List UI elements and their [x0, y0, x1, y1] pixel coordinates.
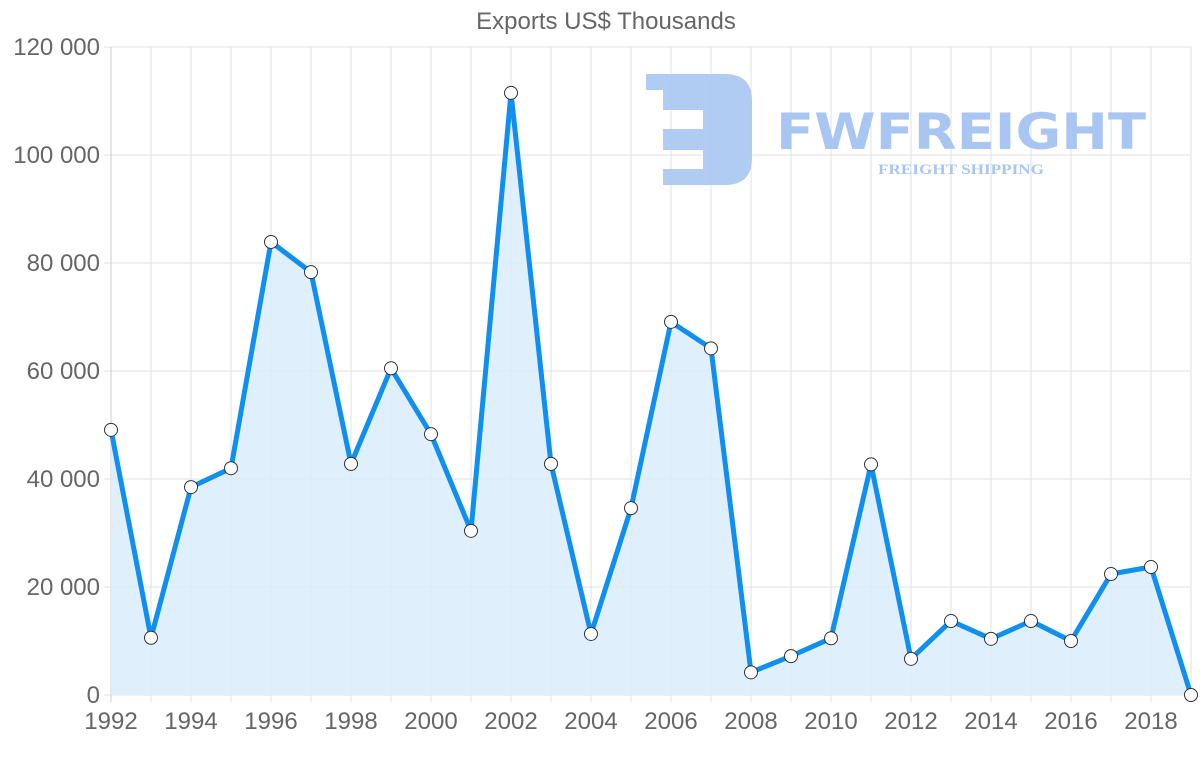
data-point[interactable]: [824, 631, 838, 646]
data-point[interactable]: [104, 422, 118, 437]
x-tick-label: 2014: [964, 708, 1017, 735]
area-fill: [111, 92, 1191, 695]
data-point[interactable]: [864, 457, 878, 472]
data-point[interactable]: [904, 651, 918, 666]
x-tick-label: 1992: [84, 708, 137, 735]
data-point[interactable]: [944, 614, 958, 629]
y-tick-label: 0: [87, 682, 100, 709]
data-point[interactable]: [144, 630, 158, 645]
watermark-brand: FWFREIGHT: [776, 103, 1146, 161]
data-point[interactable]: [744, 665, 758, 680]
data-point[interactable]: [1104, 567, 1118, 582]
x-axis: 1992 1994 1996 1998 2000 2002 2004 2006 2008 2010…: [84, 708, 1177, 735]
x-tick-label: 2000: [404, 708, 457, 735]
data-point[interactable]: [984, 631, 998, 646]
x-tick-label: 2012: [884, 708, 937, 735]
data-point[interactable]: [704, 341, 718, 356]
watermark-logo: FWFREIGHT FREIGHT SHIPPING: [646, 74, 1146, 185]
data-point[interactable]: [624, 501, 638, 516]
x-tick-label: 2016: [1044, 708, 1097, 735]
data-point[interactable]: [1024, 614, 1038, 629]
data-point[interactable]: [464, 523, 478, 538]
data-point[interactable]: [344, 456, 358, 471]
x-tick-label: 2008: [724, 708, 777, 735]
x-tick-label: 2018: [1124, 708, 1177, 735]
data-point[interactable]: [264, 234, 278, 249]
y-tick-label: 20 000: [27, 574, 100, 601]
data-point[interactable]: [384, 361, 398, 376]
y-axis: 0 20 000 40 000 60 000 80 000 100 000 120 000: [13, 34, 100, 709]
y-tick-label: 100 000: [13, 142, 100, 169]
y-tick-label: 80 000: [27, 250, 100, 277]
data-points: [104, 85, 1198, 702]
data-point[interactable]: [1184, 688, 1198, 702]
data-point[interactable]: [184, 480, 198, 495]
x-tick-label: 1994: [164, 708, 217, 735]
logo-mark-icon: [646, 74, 752, 185]
y-tick-label: 40 000: [27, 466, 100, 493]
x-tick-label: 2010: [804, 708, 857, 735]
data-point[interactable]: [224, 461, 238, 476]
x-tick-label: 1998: [324, 708, 377, 735]
data-point[interactable]: [1144, 560, 1158, 575]
y-tick-label: 120 000: [13, 34, 100, 61]
watermark-tagline: FREIGHT SHIPPING: [878, 162, 1044, 178]
data-point[interactable]: [304, 265, 318, 280]
data-point[interactable]: [664, 314, 678, 329]
x-tick-label: 2004: [564, 708, 617, 735]
data-line: [108, 90, 1194, 696]
data-point[interactable]: [1064, 634, 1078, 648]
x-tick-label: 2006: [644, 708, 697, 735]
data-point[interactable]: [424, 427, 438, 442]
x-tick-label: 1996: [244, 708, 297, 735]
data-point[interactable]: [504, 85, 518, 100]
data-point[interactable]: [584, 626, 598, 641]
x-tick-label: 2002: [484, 708, 537, 735]
data-point[interactable]: [784, 649, 798, 664]
chart-title: Exports US$ Thousands: [476, 8, 736, 35]
data-point[interactable]: [544, 456, 558, 471]
y-tick-label: 60 000: [27, 358, 100, 385]
